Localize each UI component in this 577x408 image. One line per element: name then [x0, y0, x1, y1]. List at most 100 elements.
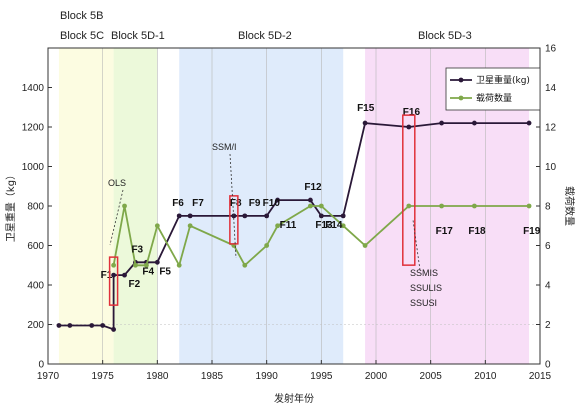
weight-point-21	[439, 120, 444, 126]
weight-point-10	[176, 213, 182, 219]
x-tick-label-2015: 2015	[529, 371, 552, 382]
axes: 1970 1975 1980 1985 1990 1995 2000 2005 2 0 10 2015…	[4, 44, 576, 406]
payload-point-9	[264, 243, 270, 248]
weight-point-17	[318, 213, 324, 219]
yl-tick-label-800: 800	[27, 202, 44, 213]
yl-tick-label-1000: 1000	[22, 162, 45, 173]
annotation-arrow-2	[412, 219, 421, 271]
payload-point-10	[275, 223, 280, 229]
payload-point-4	[154, 223, 160, 229]
payload-point-2	[133, 262, 138, 268]
flight-label-f14: F14	[325, 220, 343, 231]
legend-marker-1	[458, 95, 464, 101]
yr-tick-label-8: 8	[545, 202, 551, 213]
flight-label-f12: F12	[304, 182, 322, 193]
highlight-box-2	[402, 114, 416, 266]
payload-point-12	[318, 203, 324, 209]
weight-point-13	[242, 213, 248, 219]
annotation-text-2-0: SSMIS	[410, 268, 438, 278]
series	[56, 120, 532, 332]
weight-point-14	[264, 213, 270, 219]
block-label-1: Block 5C	[60, 30, 104, 42]
weight-point-3	[100, 323, 106, 328]
x-tick-label-1970: 1970	[37, 371, 60, 382]
legend: 卫星重量(kg) 载荷数量	[445, 67, 541, 111]
payload-point-17	[472, 203, 477, 209]
flight-label-f17: F17	[436, 226, 454, 237]
weight-point-1	[67, 323, 73, 328]
flight-label-f9: F9	[249, 198, 261, 209]
payload-point-3	[144, 262, 149, 268]
flight-label-f4: F4	[142, 266, 154, 277]
block-label-0: Block 5B	[60, 10, 103, 22]
flight-label-f19: F19	[523, 226, 541, 237]
block-label-2: Block 5D-1	[111, 30, 165, 42]
annotation-text-2-1: SSULIS	[410, 283, 442, 293]
yr-tick-label-0: 0	[545, 360, 551, 371]
payload-point-18	[526, 203, 532, 209]
x-tick-label-1980: 1980	[146, 371, 169, 382]
flight-label-f3: F3	[131, 244, 143, 255]
flight-label-f15: F15	[357, 103, 375, 114]
block-label-3: Block 5D-2	[238, 30, 292, 42]
flight-label-f10: F10	[263, 198, 281, 209]
legend-marker-0	[458, 77, 464, 83]
legend-box	[445, 67, 541, 111]
flight-label-f11: F11	[280, 220, 297, 231]
annotation-text-0-0: OLS	[108, 178, 126, 188]
x-tick-label-2000: 2000	[365, 371, 388, 382]
yr-tick-label-10: 10	[545, 162, 557, 173]
flight-label-f1: F1	[101, 270, 113, 281]
annotation-arrow-1	[229, 153, 237, 259]
highlight-box-0	[108, 256, 119, 306]
payload-point-11	[308, 203, 313, 209]
x-tick-label-1985: 1985	[201, 371, 224, 382]
weight-point-4	[111, 327, 116, 332]
highlight-box-1	[229, 195, 239, 245]
flight-label-f18: F18	[468, 226, 486, 237]
x-tick-label-1990: 1990	[256, 371, 279, 382]
weight-point-0	[56, 323, 62, 328]
weight-point-9	[154, 259, 160, 265]
y-right-axis-title: 载荷数量	[563, 186, 576, 226]
x-axis-title: 发射年份	[274, 392, 314, 405]
flight-label-f13: F13	[315, 220, 333, 231]
yr-tick-label-6: 6	[545, 241, 551, 252]
payload-point-6	[187, 223, 193, 229]
weight-point-15	[275, 197, 280, 203]
payload-point-16	[439, 203, 444, 209]
x-tick-label-1995: 1995	[310, 371, 333, 382]
yr-tick-label-2: 2	[545, 320, 551, 331]
weight-point-20	[406, 124, 412, 130]
weight-point-2	[89, 323, 95, 328]
legend-text-0: 卫星重量(kg)	[476, 74, 530, 86]
yr-tick-label-12: 12	[545, 123, 557, 134]
flight-label-f16: F16	[403, 107, 421, 118]
x-tick-label-2005: 2005	[420, 371, 443, 382]
flight-label-f8: F8	[230, 198, 242, 209]
payload-point-14	[362, 243, 368, 248]
flight-label-f7: F7	[192, 198, 204, 209]
weight-point-19	[362, 120, 368, 126]
block-band-0	[58, 48, 114, 364]
payload-point-13	[340, 223, 346, 229]
yr-tick-label-16: 16	[545, 44, 557, 55]
block-label-4: Block 5D-3	[418, 30, 472, 42]
yl-tick-label-1400: 1400	[22, 83, 45, 94]
weight-point-16	[308, 197, 313, 203]
payload-point-5	[176, 262, 182, 268]
payload-point-15	[406, 203, 412, 209]
y-left-axis-title: 卫星重量（kg）	[4, 170, 17, 242]
legend-text-1: 载荷数量	[476, 92, 512, 104]
yr-tick-label-4: 4	[545, 281, 551, 292]
annotation-text-2-2: SSUSI	[410, 298, 437, 308]
block-band-2	[113, 48, 158, 364]
yl-tick-label-600: 600	[27, 241, 44, 252]
weight-point-23	[526, 120, 532, 126]
x-tick-label-1975: 1975	[92, 371, 115, 382]
payload-point-1	[122, 203, 127, 209]
yl-tick-label-400: 400	[27, 281, 44, 292]
weight-point-11	[187, 213, 193, 219]
